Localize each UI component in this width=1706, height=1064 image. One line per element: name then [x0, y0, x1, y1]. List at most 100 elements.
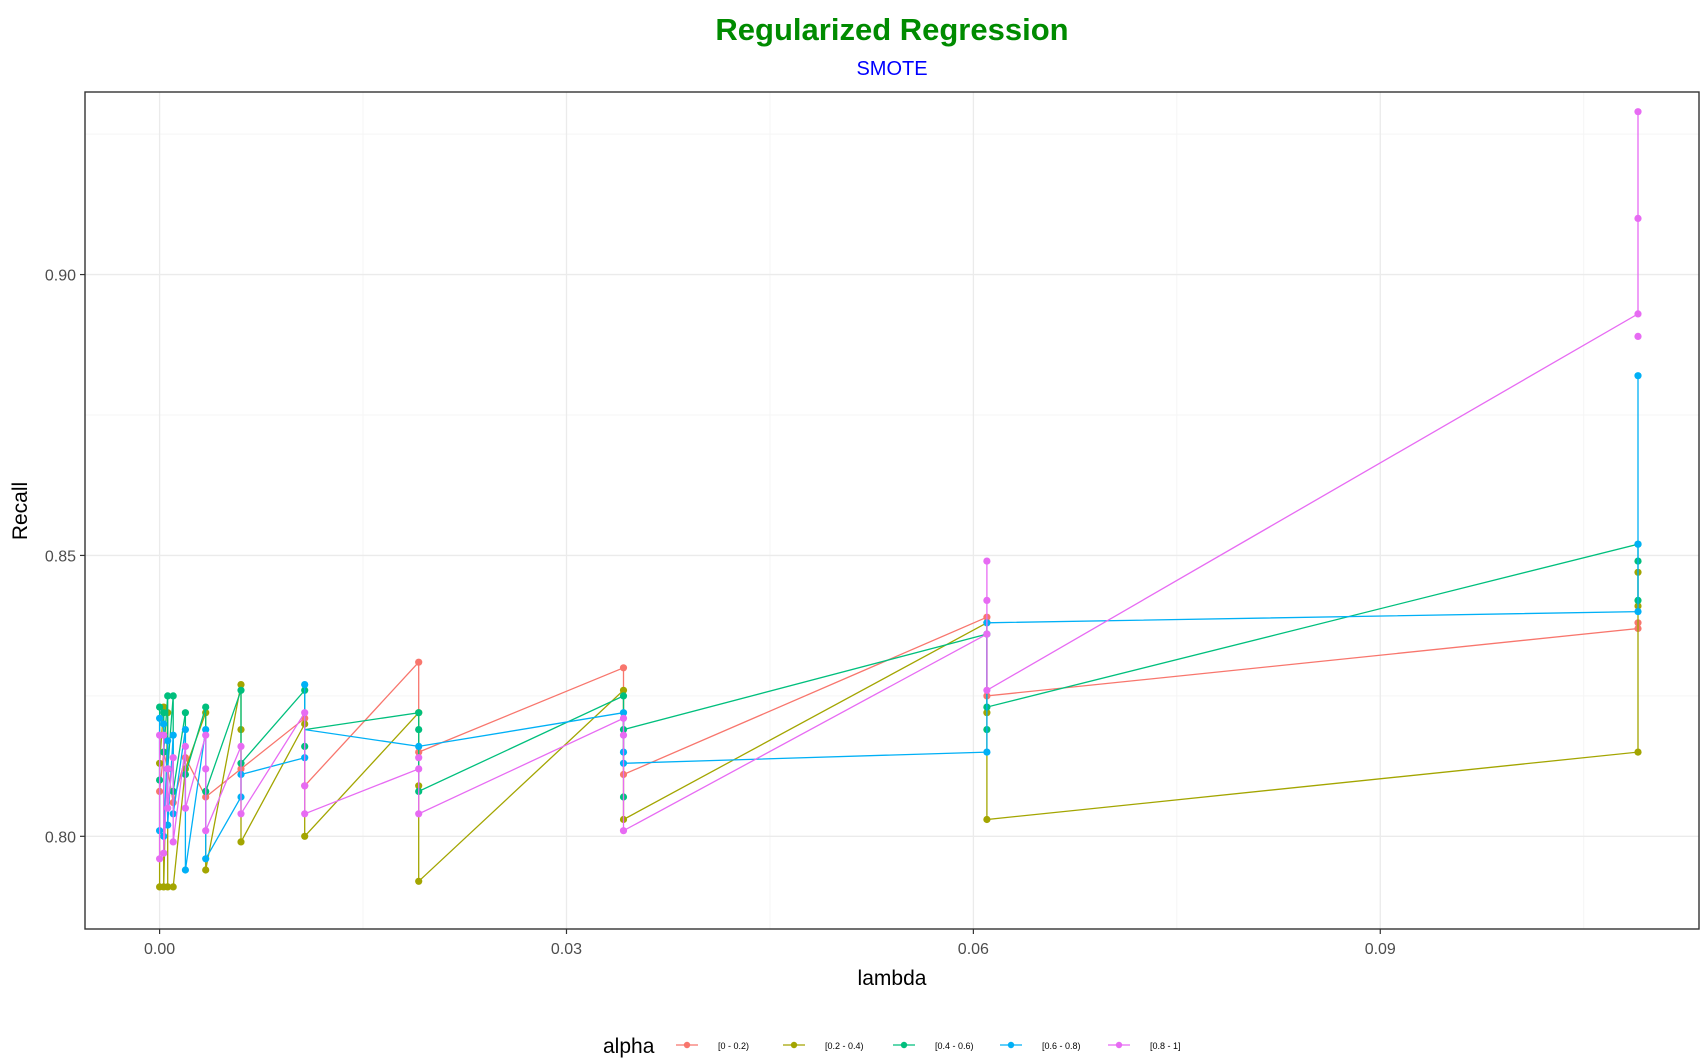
series-line: [158, 375, 1639, 871]
data-point: [301, 681, 309, 689]
legend-label: [0.4 - 0.6): [935, 1041, 974, 1051]
data-point: [202, 703, 210, 711]
data-point: [169, 731, 177, 739]
data-point: [181, 866, 189, 874]
legend-key-point: [683, 1041, 691, 1049]
legend-key-point: [790, 1041, 798, 1049]
data-point: [1634, 608, 1642, 616]
data-point: [619, 827, 628, 835]
data-point: [237, 742, 245, 751]
data-point: [169, 754, 177, 762]
data-point: [181, 709, 189, 717]
data-point: [156, 714, 164, 722]
series-2: [156, 568, 1642, 891]
data-point: [237, 686, 245, 694]
legend-label: [0.2 - 0.4): [825, 1041, 864, 1051]
data-point: [160, 720, 168, 728]
data-point: [415, 877, 423, 885]
series-line: [158, 111, 1639, 859]
data-point: [156, 703, 164, 711]
data-point: [1634, 748, 1642, 756]
data-point: [983, 815, 991, 824]
legend-label: [0.8 - 1]: [1150, 1041, 1181, 1051]
data-point: [619, 714, 628, 722]
data-point: [164, 883, 172, 891]
series-5: [156, 108, 1642, 863]
data-point: [1634, 332, 1642, 340]
data-point: [181, 804, 189, 812]
data-point: [415, 754, 423, 762]
legend-item: [0.8 - 1]: [1108, 1041, 1181, 1051]
y-tick-label: 0.80: [45, 829, 76, 846]
series-1: [156, 613, 1642, 807]
data-point: [160, 849, 168, 857]
data-point: [983, 630, 991, 638]
data-point: [301, 709, 309, 717]
series-line: [158, 572, 1639, 888]
data-point: [202, 827, 210, 835]
data-point: [619, 709, 628, 717]
data-point: [169, 883, 177, 891]
legend-label: [0.6 - 0.8): [1042, 1041, 1081, 1051]
data-point: [237, 838, 245, 846]
legend: alpha [0 - 0.2) [0.2 - 0.4) [0.4 - 0.6) [0.…: [603, 1035, 1181, 1058]
panel-border: [84, 91, 1700, 930]
data-point: [164, 737, 172, 745]
legend-item: [0 - 0.2): [676, 1041, 749, 1051]
legend-key-point: [900, 1041, 908, 1049]
data-point: [164, 765, 172, 773]
legend-item: [0.6 - 0.8): [1000, 1041, 1081, 1051]
data-point: [1634, 540, 1642, 548]
legend-item: [0.2 - 0.4): [783, 1041, 864, 1051]
data-point: [202, 726, 210, 734]
legend-item: [0.4 - 0.6): [893, 1041, 974, 1051]
chart-subtitle: SMOTE: [856, 58, 927, 80]
x-tick-label: 0.09: [1365, 941, 1396, 958]
data-point: [160, 709, 168, 717]
data-point: [415, 709, 423, 717]
data-point: [237, 681, 245, 689]
legend-label: [0 - 0.2): [718, 1041, 749, 1051]
legend-items: [0 - 0.2) [0.2 - 0.4) [0.4 - 0.6) [0.6 - 0.…: [676, 1041, 1181, 1051]
grid-lines: [85, 92, 1699, 929]
series-layer: [156, 108, 1642, 891]
data-point: [169, 692, 177, 700]
data-point: [619, 692, 628, 700]
data-point: [415, 742, 423, 751]
data-point: [1634, 214, 1642, 222]
series-4: [156, 372, 1642, 874]
data-point: [301, 810, 309, 818]
chart-title: Regularized Regression: [715, 12, 1068, 47]
data-point: [160, 731, 168, 739]
data-point: [301, 782, 309, 790]
series-line: [158, 543, 1639, 793]
data-point: [619, 686, 628, 694]
data-point: [181, 726, 189, 734]
data-point: [983, 596, 991, 605]
x-axis-title: lambda: [858, 967, 927, 990]
data-point: [1634, 372, 1642, 380]
legend-title: alpha: [603, 1035, 655, 1058]
y-tick-label: 0.85: [45, 548, 76, 565]
legend-key-point: [1115, 1041, 1123, 1049]
data-point: [301, 832, 309, 840]
x-tick-label: 0.03: [551, 941, 582, 958]
data-point: [237, 810, 245, 818]
data-point: [415, 658, 423, 666]
data-point: [202, 731, 210, 739]
data-point: [156, 855, 164, 863]
x-axis: 0.00 0.03 0.06 0.09: [144, 929, 1396, 958]
data-point: [983, 748, 991, 756]
data-point: [164, 804, 172, 812]
y-axis: 0.80 0.85 0.90: [45, 268, 85, 846]
x-tick-label: 0.00: [144, 941, 175, 958]
legend-key-point: [1007, 1041, 1015, 1049]
data-point: [164, 692, 172, 700]
data-point: [181, 742, 189, 751]
data-point: [1634, 310, 1642, 318]
data-point: [619, 664, 628, 672]
data-point: [415, 810, 423, 818]
data-point: [415, 726, 423, 734]
data-point: [164, 821, 172, 829]
